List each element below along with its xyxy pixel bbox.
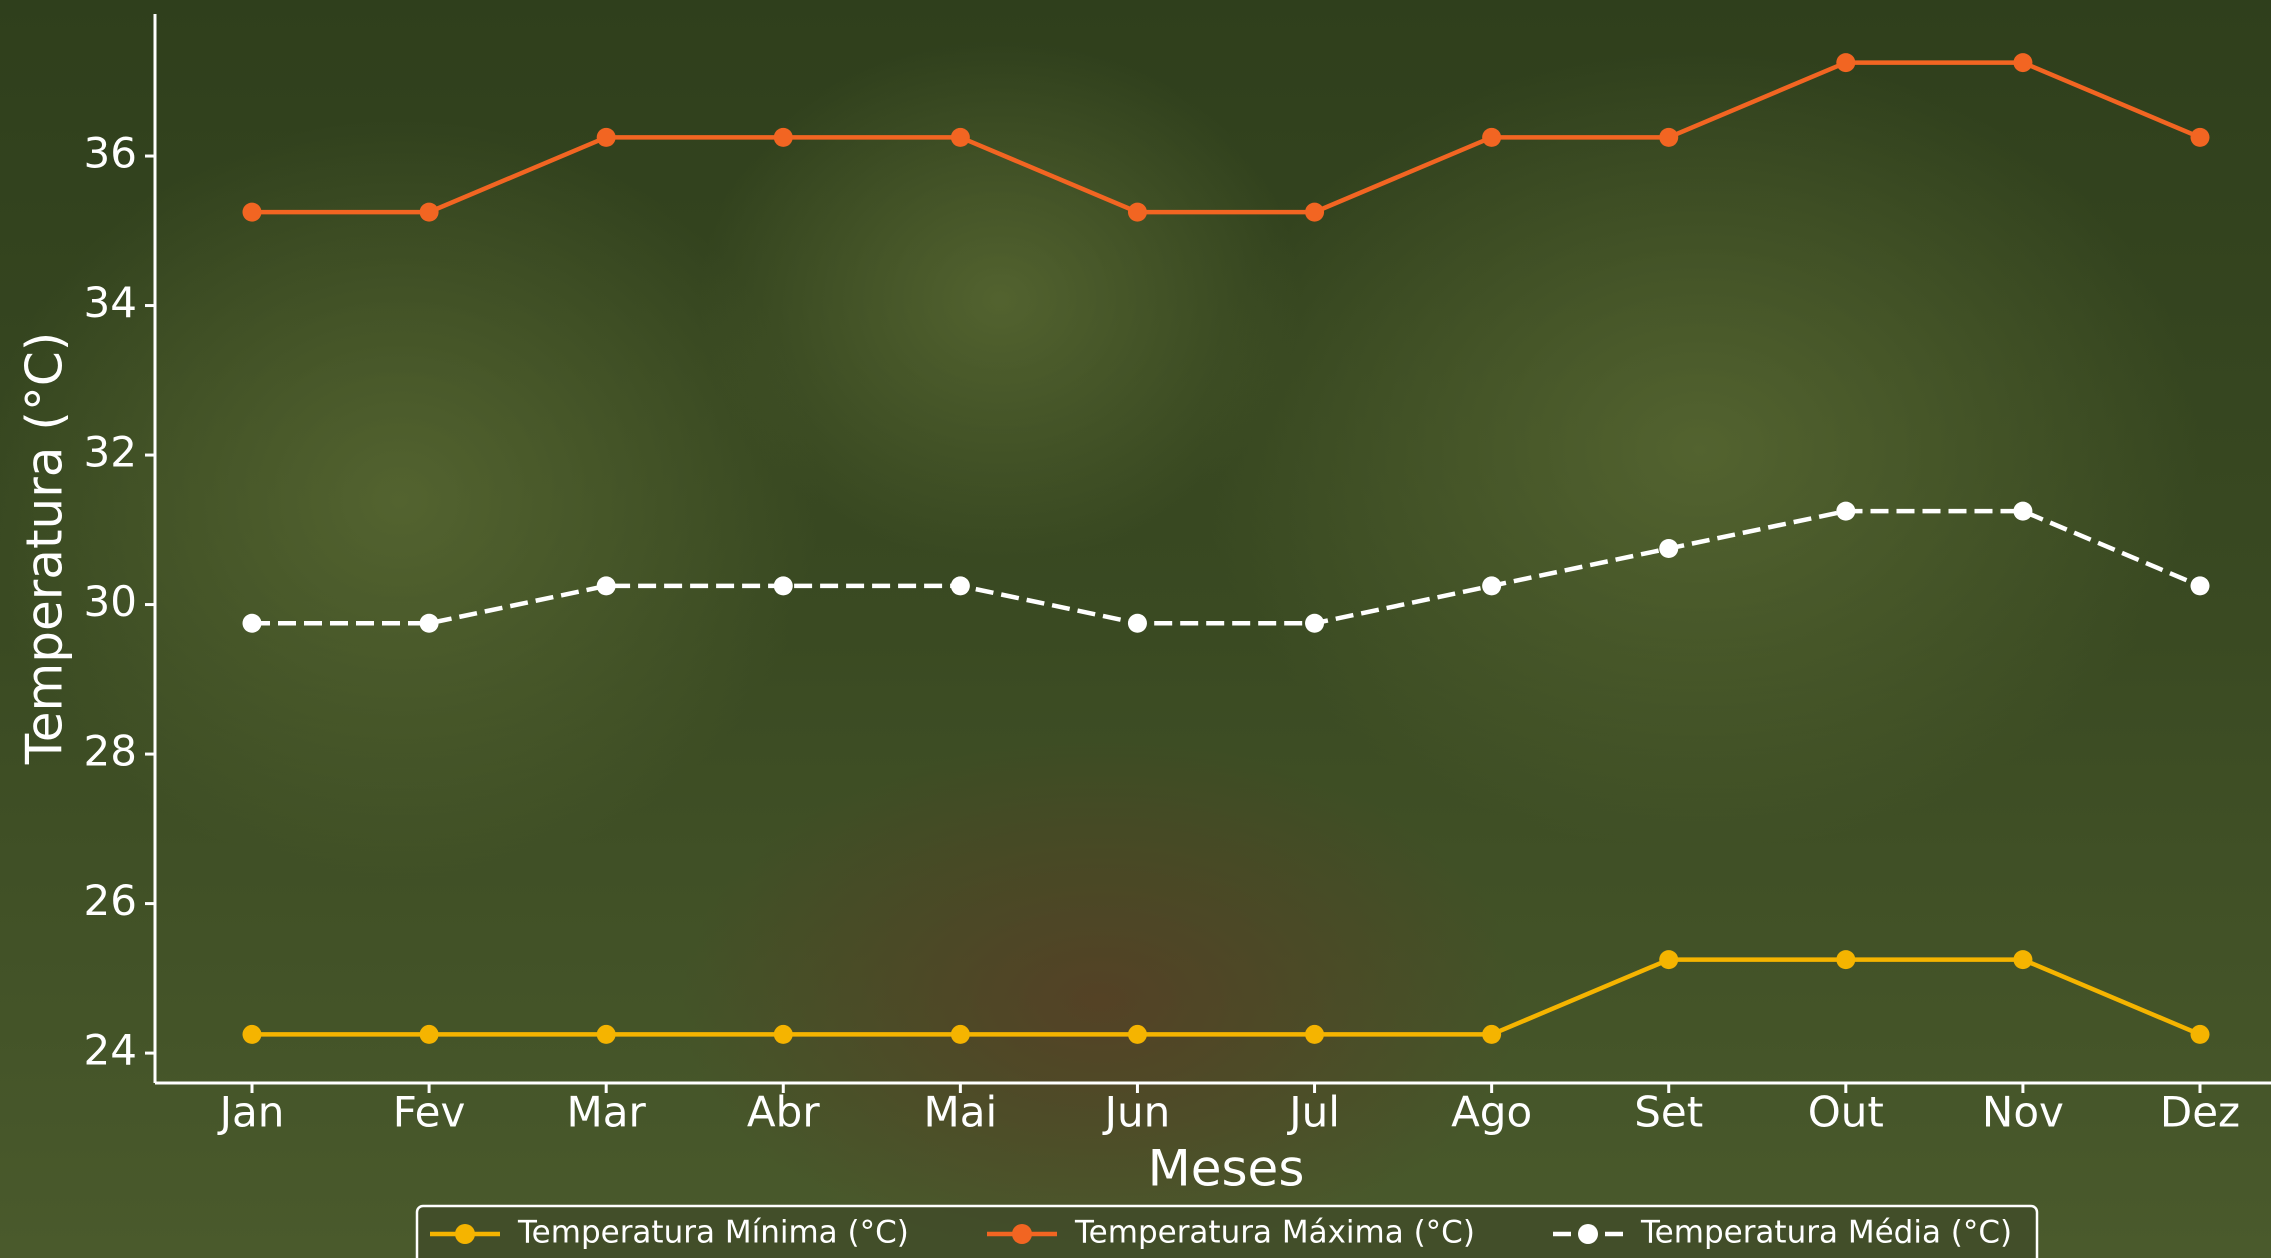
- data-point: [1305, 203, 1324, 222]
- x-tick-label: Jun: [1102, 1088, 1171, 1137]
- data-point: [243, 1025, 262, 1044]
- data-point: [1482, 128, 1501, 147]
- legend-marker: [1012, 1224, 1032, 1244]
- x-tick-label: Mai: [924, 1088, 998, 1137]
- data-point: [951, 1025, 970, 1044]
- x-tick-label: Out: [1808, 1088, 1884, 1137]
- background-foliage: [1200, 50, 2200, 850]
- y-tick-label: 32: [84, 428, 137, 477]
- background-fruit: [680, 740, 1520, 1258]
- data-point: [2013, 502, 2032, 521]
- y-tick-label: 28: [84, 727, 137, 776]
- y-tick-label: 34: [84, 278, 137, 327]
- data-point: [597, 576, 616, 595]
- x-tick-label: Jul: [1286, 1088, 1340, 1137]
- legend-marker: [455, 1224, 475, 1244]
- legend-label: Temperatura Mínima (°C): [517, 1215, 909, 1251]
- y-tick-label: 36: [84, 129, 137, 178]
- data-point: [243, 614, 262, 633]
- y-axis-label: Temperatura (°C): [16, 332, 74, 766]
- x-tick-label: Dez: [2160, 1088, 2240, 1137]
- x-tick-label: Set: [1634, 1088, 1703, 1137]
- data-point: [1659, 539, 1678, 558]
- x-tick-label: Jan: [217, 1088, 285, 1137]
- background-foliage: [700, 40, 1300, 560]
- data-point: [774, 1025, 793, 1044]
- x-tick-label: Nov: [1982, 1088, 2064, 1137]
- data-point: [1482, 1025, 1501, 1044]
- y-tick-label: 30: [84, 577, 137, 626]
- x-tick-label: Fev: [393, 1088, 466, 1137]
- data-point: [2191, 576, 2210, 595]
- data-point: [597, 1025, 616, 1044]
- data-point: [2013, 53, 2032, 72]
- data-point: [420, 1025, 439, 1044]
- data-point: [2013, 950, 2032, 969]
- data-point: [1659, 128, 1678, 147]
- data-point: [1128, 614, 1147, 633]
- data-point: [1836, 53, 1855, 72]
- legend-label: Temperatura Média (°C): [1640, 1215, 2012, 1251]
- legend-label: Temperatura Máxima (°C): [1074, 1215, 1475, 1251]
- page: {"chart_data": {"type": "line", "x_label…: [0, 0, 2271, 1258]
- data-point: [420, 614, 439, 633]
- data-point: [420, 203, 439, 222]
- data-point: [951, 128, 970, 147]
- x-tick-label: Abr: [747, 1088, 820, 1137]
- data-point: [1836, 950, 1855, 969]
- data-point: [2191, 1025, 2210, 1044]
- x-tick-label: Mar: [567, 1088, 647, 1137]
- data-point: [774, 128, 793, 147]
- data-point: [243, 203, 262, 222]
- data-point: [951, 576, 970, 595]
- data-point: [774, 576, 793, 595]
- data-point: [1128, 203, 1147, 222]
- data-point: [1128, 1025, 1147, 1044]
- y-tick-label: 24: [84, 1026, 137, 1075]
- data-point: [1659, 950, 1678, 969]
- chart: Meses Temperatura (°C) 24 26 28 30 32 34 36 Jan…: [0, 0, 2271, 1258]
- data-point: [2191, 128, 2210, 147]
- y-tick-label: 26: [84, 876, 137, 925]
- x-tick-label: Ago: [1451, 1088, 1532, 1137]
- legend-marker: [1578, 1224, 1598, 1244]
- x-axis-label: Meses: [1148, 1140, 1305, 1198]
- data-point: [1836, 502, 1855, 521]
- data-point: [1482, 576, 1501, 595]
- data-point: [597, 128, 616, 147]
- data-point: [1305, 614, 1324, 633]
- data-point: [1305, 1025, 1324, 1044]
